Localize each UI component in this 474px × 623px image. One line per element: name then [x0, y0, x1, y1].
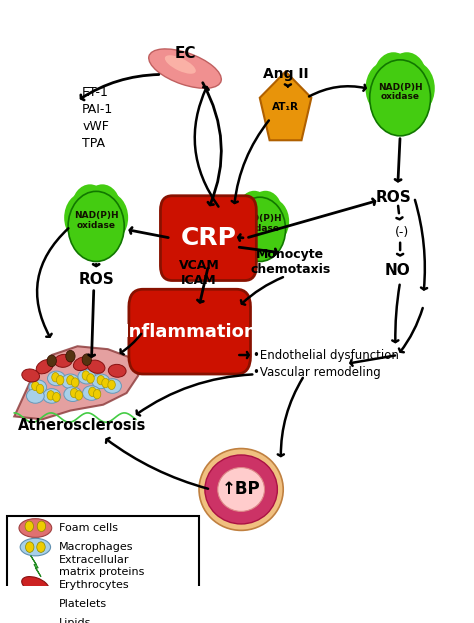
Circle shape — [87, 374, 94, 383]
Ellipse shape — [92, 374, 109, 389]
Text: NAD(P)H
oxidase: NAD(P)H oxidase — [237, 214, 282, 233]
Circle shape — [56, 376, 64, 385]
Text: NAD(P)H
oxidase: NAD(P)H oxidase — [74, 211, 118, 230]
Circle shape — [68, 191, 124, 262]
Ellipse shape — [82, 386, 100, 401]
Text: NO: NO — [385, 263, 410, 278]
Text: Monocyte
chemotaxis: Monocyte chemotaxis — [250, 247, 330, 275]
Ellipse shape — [47, 371, 65, 386]
Polygon shape — [14, 346, 138, 419]
Ellipse shape — [20, 538, 51, 556]
Circle shape — [234, 197, 285, 262]
Circle shape — [82, 354, 91, 366]
Circle shape — [84, 184, 120, 230]
Circle shape — [26, 542, 34, 553]
Ellipse shape — [22, 576, 49, 594]
Ellipse shape — [149, 49, 221, 88]
Text: Ang II: Ang II — [263, 67, 309, 82]
FancyBboxPatch shape — [129, 289, 250, 374]
Circle shape — [237, 191, 271, 232]
Circle shape — [25, 521, 34, 531]
Text: NAD(P)H
oxidase: NAD(P)H oxidase — [378, 83, 422, 102]
Circle shape — [374, 52, 413, 102]
Ellipse shape — [165, 55, 196, 74]
Text: EC: EC — [174, 47, 196, 62]
Ellipse shape — [64, 387, 82, 401]
Ellipse shape — [205, 455, 277, 524]
Text: Atherosclerosis: Atherosclerosis — [18, 417, 146, 432]
Circle shape — [72, 378, 79, 387]
Circle shape — [108, 380, 115, 389]
Text: VCAM
ICAM: VCAM ICAM — [179, 259, 219, 287]
Ellipse shape — [199, 449, 283, 530]
Circle shape — [252, 198, 289, 244]
Circle shape — [102, 378, 109, 388]
Text: Inflammation: Inflammation — [122, 323, 257, 341]
Circle shape — [387, 52, 427, 102]
Ellipse shape — [29, 380, 46, 394]
Ellipse shape — [55, 354, 72, 368]
Text: CRP: CRP — [181, 226, 237, 250]
Ellipse shape — [104, 379, 121, 393]
Circle shape — [37, 521, 46, 531]
Text: Erythrocytes: Erythrocytes — [59, 580, 129, 590]
Text: ROS: ROS — [78, 272, 114, 287]
Ellipse shape — [218, 467, 264, 511]
Text: ROS: ROS — [375, 189, 411, 205]
Circle shape — [32, 381, 39, 391]
Ellipse shape — [109, 364, 126, 378]
Circle shape — [72, 184, 108, 230]
Circle shape — [230, 198, 267, 244]
Text: Platelets: Platelets — [59, 599, 107, 609]
Circle shape — [47, 391, 55, 400]
Ellipse shape — [88, 359, 105, 374]
Ellipse shape — [19, 519, 52, 538]
Circle shape — [249, 191, 282, 232]
Ellipse shape — [22, 369, 39, 382]
Polygon shape — [31, 556, 41, 577]
FancyBboxPatch shape — [161, 196, 256, 280]
Ellipse shape — [43, 389, 61, 403]
Text: •Endothelial dysfunction
•Vascular remodeling: •Endothelial dysfunction •Vascular remod… — [253, 349, 399, 379]
Circle shape — [67, 376, 74, 385]
Circle shape — [93, 389, 101, 399]
Circle shape — [75, 391, 82, 400]
Circle shape — [365, 61, 409, 116]
Circle shape — [391, 61, 435, 116]
Ellipse shape — [36, 360, 54, 374]
Circle shape — [89, 387, 96, 396]
Text: Lipids: Lipids — [59, 618, 91, 623]
Ellipse shape — [78, 369, 96, 384]
Text: Foam cells: Foam cells — [59, 523, 118, 533]
Circle shape — [71, 388, 78, 397]
Text: AT₁R: AT₁R — [272, 102, 299, 112]
Ellipse shape — [73, 357, 91, 370]
Circle shape — [53, 392, 60, 402]
Circle shape — [29, 616, 41, 623]
FancyBboxPatch shape — [7, 516, 199, 623]
Circle shape — [37, 542, 45, 553]
Circle shape — [66, 350, 75, 362]
Circle shape — [36, 384, 44, 394]
Circle shape — [52, 373, 59, 382]
Text: ↑BP: ↑BP — [222, 480, 260, 498]
Text: (-): (-) — [395, 226, 410, 239]
Text: Extracellular
matrix proteins: Extracellular matrix proteins — [59, 555, 144, 577]
Circle shape — [370, 60, 430, 136]
Polygon shape — [25, 597, 46, 612]
Polygon shape — [260, 72, 311, 140]
Circle shape — [47, 355, 56, 367]
Circle shape — [82, 371, 90, 380]
Circle shape — [88, 193, 128, 243]
Circle shape — [97, 376, 105, 385]
Ellipse shape — [27, 389, 44, 403]
Text: ET-1
PAI-1
vWF
TPA: ET-1 PAI-1 vWF TPA — [82, 87, 113, 150]
Text: Macrophages: Macrophages — [59, 542, 133, 552]
Circle shape — [64, 193, 105, 243]
Ellipse shape — [62, 374, 79, 389]
